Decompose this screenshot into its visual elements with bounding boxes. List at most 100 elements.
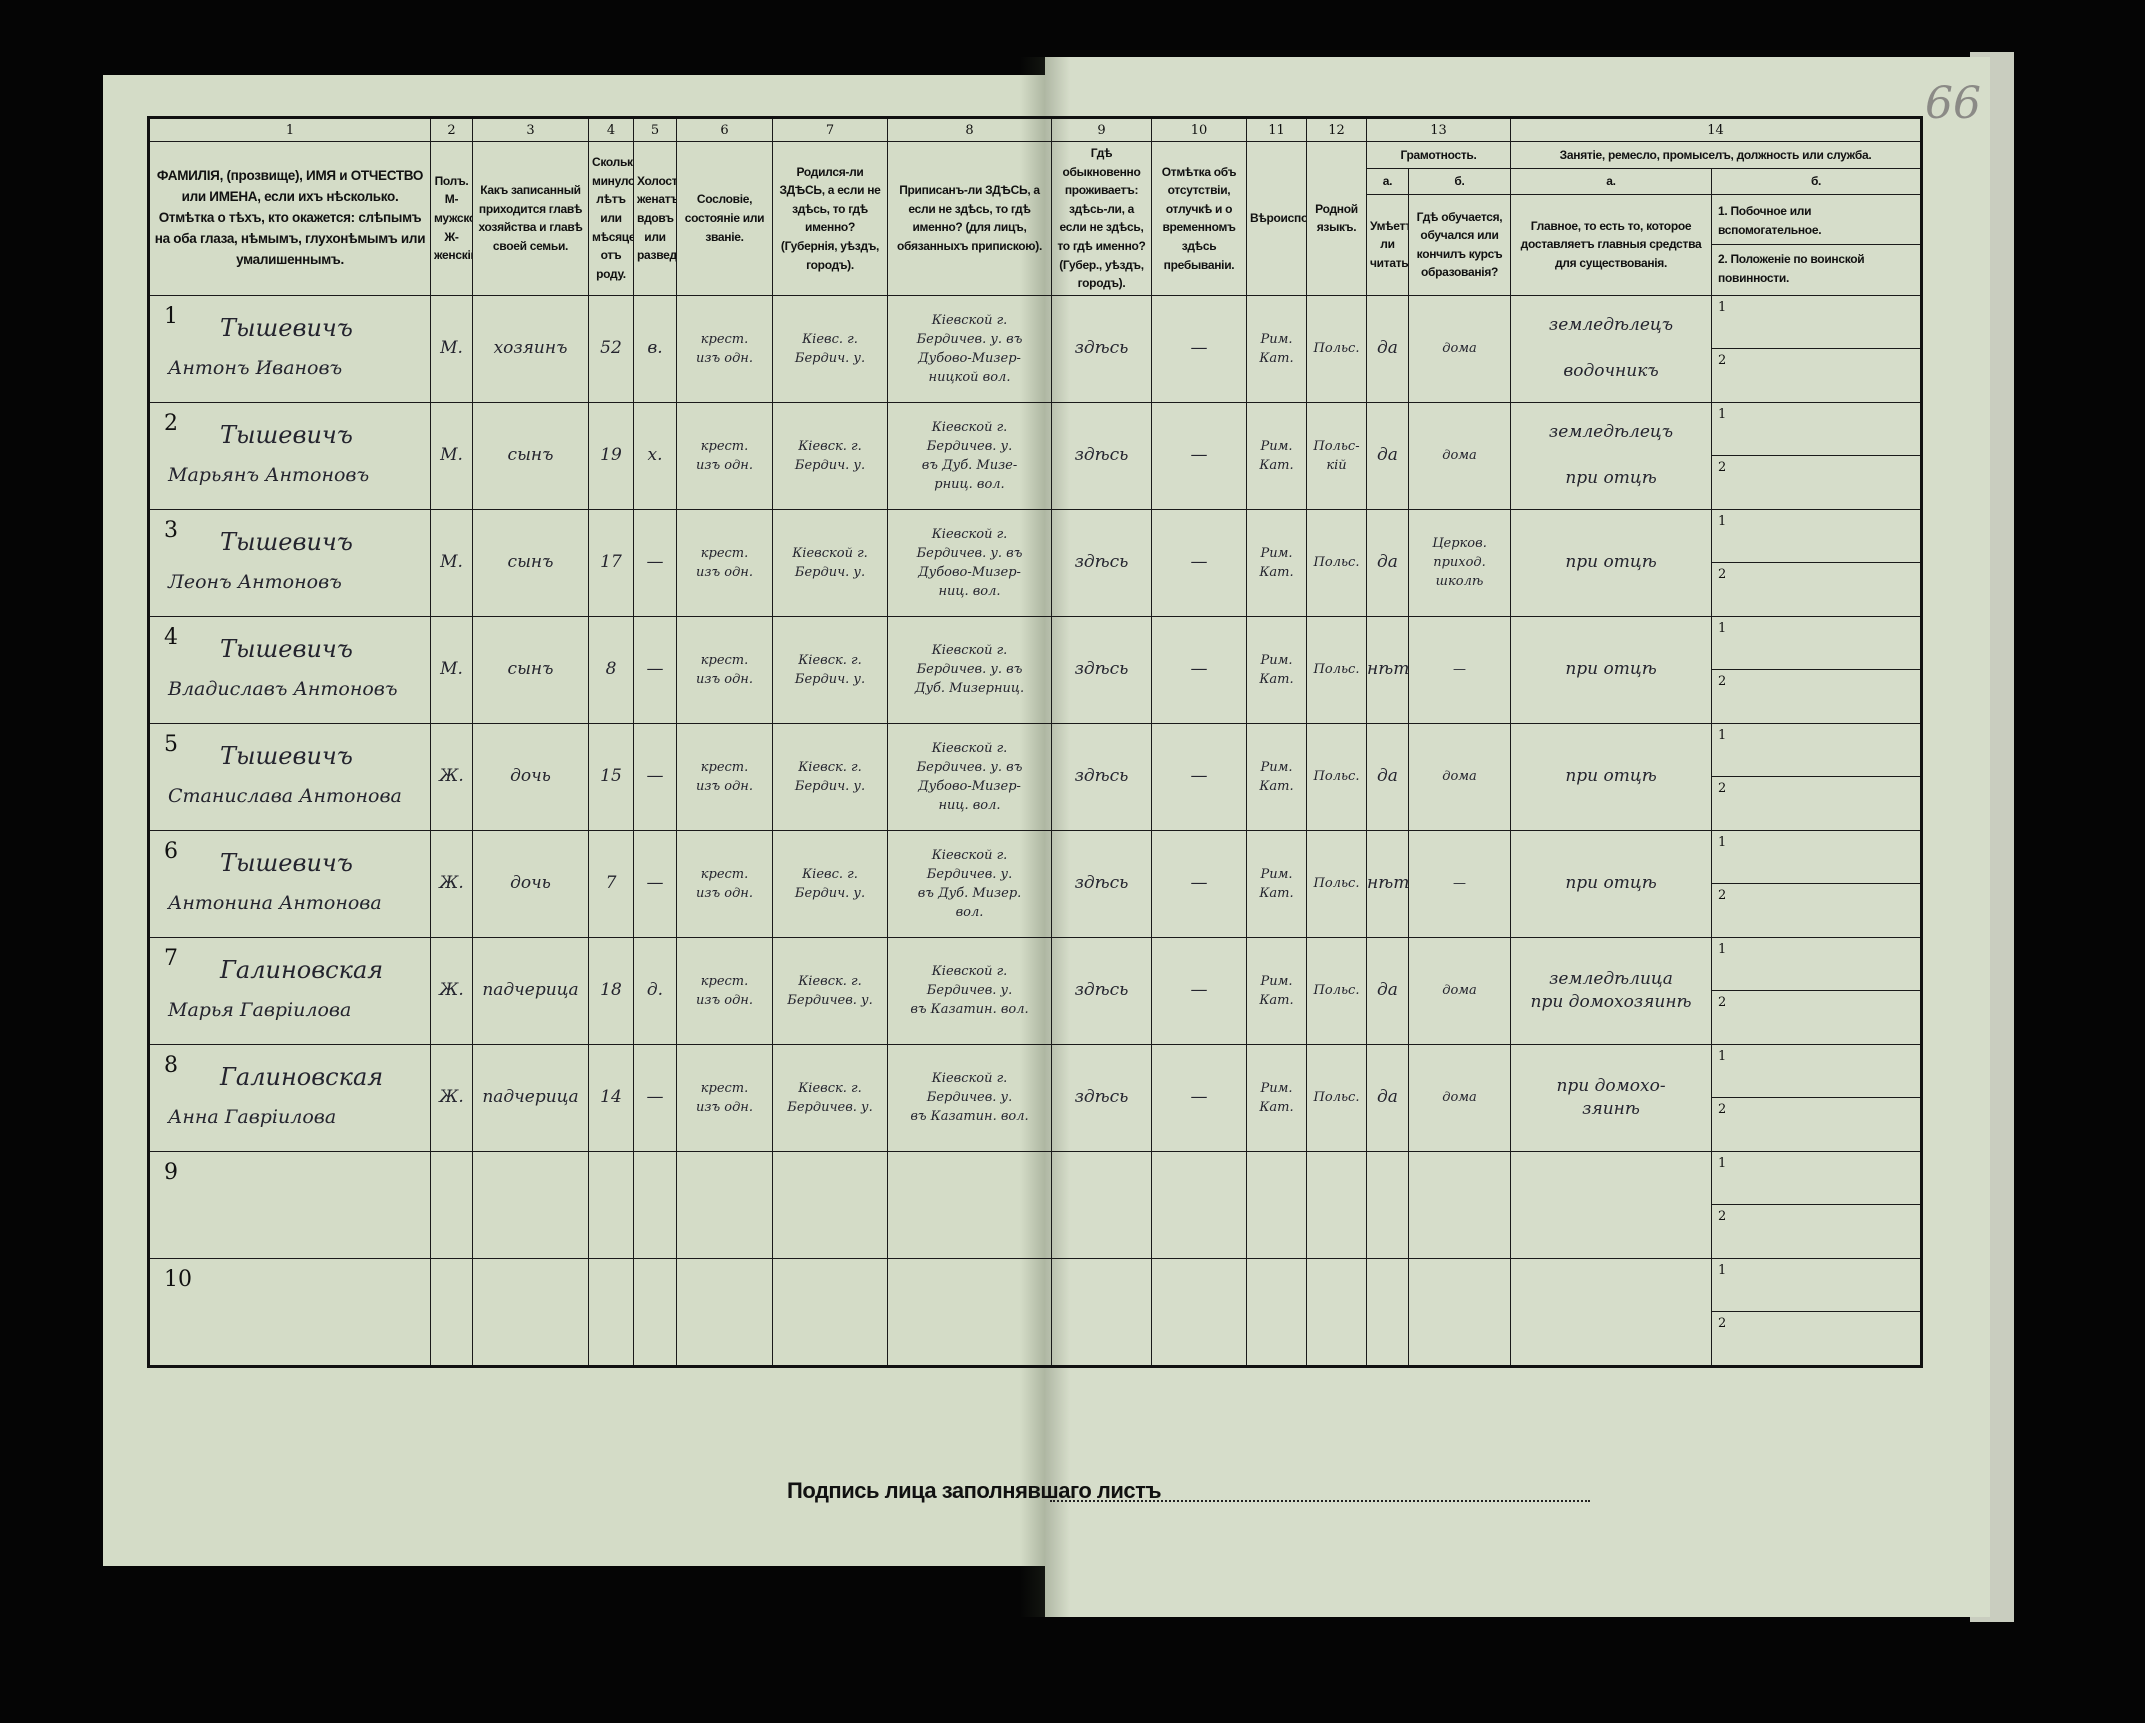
- cell-age: [588, 1257, 634, 1367]
- cell-occupation: земледѣлецъ при отцѣ: [1510, 401, 1713, 510]
- cell-literate: да: [1366, 1043, 1409, 1152]
- cell-name: 9: [148, 1150, 431, 1259]
- relation-value: сынъ: [507, 659, 554, 680]
- side-occupation-slot: 1: [1712, 296, 1921, 350]
- header-name: ФАМИЛІЯ, (прозвище), ИМЯ и ОТЧЕСТВО или …: [148, 141, 431, 296]
- cell-birthplace: Кіевс. г. Бердич. у.: [772, 294, 888, 403]
- occupation-value: земледѣлица при домохозяинѣ: [1530, 968, 1692, 1012]
- column-number-row: 1 2 3 4 5 6 7 8 9 10 11 12 13 14: [148, 117, 1923, 142]
- cell-literate: да: [1366, 936, 1409, 1045]
- marital-value: —: [646, 873, 664, 894]
- absence-value: —: [1190, 659, 1208, 680]
- header-estate: Сословіе, состояніе или званіе.: [676, 141, 773, 296]
- residence-value: здѣсь: [1074, 659, 1129, 680]
- sex-value: М.: [440, 552, 463, 573]
- cell-education: дома: [1407, 722, 1512, 831]
- cell-birthplace: Кіевск. г. Бердич. у.: [772, 401, 888, 510]
- person-row: 2 Тышевичъ Марьянъ Антоновъ М. сынъ 19 х. кре…: [148, 401, 1923, 510]
- cell-registered: Кіевской г. Бердичев. у. въ Дуб. Мизе- р…: [887, 401, 1052, 510]
- language-value: Польс.: [1313, 1090, 1360, 1106]
- page-number: 66: [1925, 78, 1981, 129]
- given-name: Станислава Антонова: [168, 784, 402, 807]
- given-name: Леонъ Антоновъ: [168, 570, 342, 593]
- relation-value: сынъ: [507, 552, 554, 573]
- col-number: 2: [430, 117, 473, 142]
- cell-religion: Рим. Кат.: [1246, 722, 1307, 831]
- religion-value: Рим. Кат.: [1259, 866, 1294, 901]
- col-number: 4: [588, 117, 634, 142]
- cell-education: дома: [1407, 936, 1512, 1045]
- registered-value: Кіевской г. Бердичев. у. въ Дуб. Мизер. …: [917, 847, 1022, 920]
- cell-age: 17: [588, 508, 634, 617]
- cell-relation: падчерица: [472, 1043, 589, 1152]
- header-14b-letter: б.: [1711, 168, 1923, 195]
- religion-value: Рим. Кат.: [1259, 759, 1294, 794]
- sex-value: М.: [440, 445, 463, 466]
- cell-marital: д.: [633, 936, 677, 1045]
- registered-value: Кіевской г. Бердичев. у. въ Дубово-Мизер…: [916, 312, 1023, 385]
- header-occupation: Занятіе, ремесло, промыселъ, должность и…: [1510, 140, 1923, 170]
- given-name: Марья Гавріилова: [168, 998, 352, 1021]
- religion-value: Рим. Кат.: [1259, 438, 1294, 473]
- signature-line[interactable]: [1050, 1500, 1590, 1502]
- military-status-slot: 2: [1718, 674, 1727, 690]
- col-number: 11: [1246, 117, 1307, 142]
- cell-occupation: земледѣлица при домохозяинѣ: [1510, 936, 1713, 1045]
- cell-relation: сынъ: [472, 615, 589, 724]
- cell-relation: сынъ: [472, 401, 589, 510]
- literate-value: нѣтъ: [1367, 659, 1409, 680]
- cell-registered: Кіевской г. Бердичев. у. въ Дубово-Мизер…: [887, 294, 1052, 403]
- cell-residence: здѣсь: [1051, 829, 1152, 938]
- sex-value: М.: [440, 338, 463, 359]
- row-number: 4: [164, 624, 178, 650]
- cell-occupation: при отцѣ: [1510, 829, 1713, 938]
- cell-name: 8 Галиновская Анна Гавріилова: [148, 1043, 431, 1152]
- header-13a-letter: а.: [1366, 168, 1409, 195]
- cell-registered: Кіевской г. Бердичев. у. въ Казатин. вол…: [887, 936, 1052, 1045]
- birthplace-value: Кіевск. г. Бердич. у.: [794, 438, 866, 473]
- side-occupation-slot: 1: [1712, 617, 1921, 671]
- row-number: 7: [164, 945, 178, 971]
- marital-value: —: [646, 552, 664, 573]
- cell-religion: Рим. Кат.: [1246, 1043, 1307, 1152]
- side-occupation-slot: 1: [1712, 1152, 1921, 1206]
- marital-value: —: [646, 659, 664, 680]
- birthplace-value: Кіевск. г. Бердич. у.: [794, 759, 866, 794]
- surname: Тышевичъ: [220, 848, 353, 877]
- military-status-slot: 2: [1718, 781, 1727, 797]
- cell-language: Польс.: [1306, 508, 1367, 617]
- side-occupation-slot: 1: [1712, 403, 1921, 457]
- cell-registered: Кіевской г. Бердичев. у. въ Дуб. Мизерни…: [887, 615, 1052, 724]
- absence-value: —: [1190, 873, 1208, 894]
- cell-registered: [887, 1150, 1052, 1259]
- cell-education: дома: [1407, 294, 1512, 403]
- header-relation: Какъ записанный приходится главѣ хозяйст…: [472, 141, 589, 296]
- cell-literate: да: [1366, 508, 1409, 617]
- cell-sex: Ж.: [430, 936, 473, 1045]
- cell-sex: М.: [430, 294, 473, 403]
- birthplace-value: Кіевск. г. Бердичев. у.: [787, 973, 873, 1008]
- cell-occupation: [1510, 1150, 1713, 1259]
- header-can-read: Умѣетъ-ли читать?: [1366, 193, 1409, 296]
- cell-education: дома: [1407, 1043, 1512, 1152]
- cell-occupation: при домохо- зяинѣ: [1510, 1043, 1713, 1152]
- occupation-value: при отцѣ: [1565, 552, 1657, 573]
- residence-value: здѣсь: [1074, 445, 1129, 466]
- cell-age: 7: [588, 829, 634, 938]
- surname: Галиновская: [220, 955, 384, 984]
- cell-estate: крест. изъ одн.: [676, 722, 773, 831]
- cell-name: 7 Галиновская Марья Гавріилова: [148, 936, 431, 1045]
- registered-value: Кіевской г. Бердичев. у. въ Дубово-Мизер…: [916, 740, 1023, 813]
- cell-marital: —: [633, 1043, 677, 1152]
- sex-value: Ж.: [439, 1087, 464, 1108]
- cell-registered: Кіевской г. Бердичев. у. въ Дуб. Мизер. …: [887, 829, 1052, 938]
- language-value: Польс.: [1313, 876, 1360, 892]
- cell-registered: [887, 1257, 1052, 1367]
- header-14a-letter: а.: [1510, 168, 1713, 195]
- sex-value: Ж.: [439, 980, 464, 1001]
- header-side-occupation: 1. Побочное или вспомогательное.: [1712, 197, 1921, 246]
- birthplace-value: Кіевск. г. Бердич. у.: [794, 652, 866, 687]
- education-value: дома: [1442, 341, 1477, 357]
- sex-value: Ж.: [439, 873, 464, 894]
- relation-value: падчерица: [482, 980, 579, 1001]
